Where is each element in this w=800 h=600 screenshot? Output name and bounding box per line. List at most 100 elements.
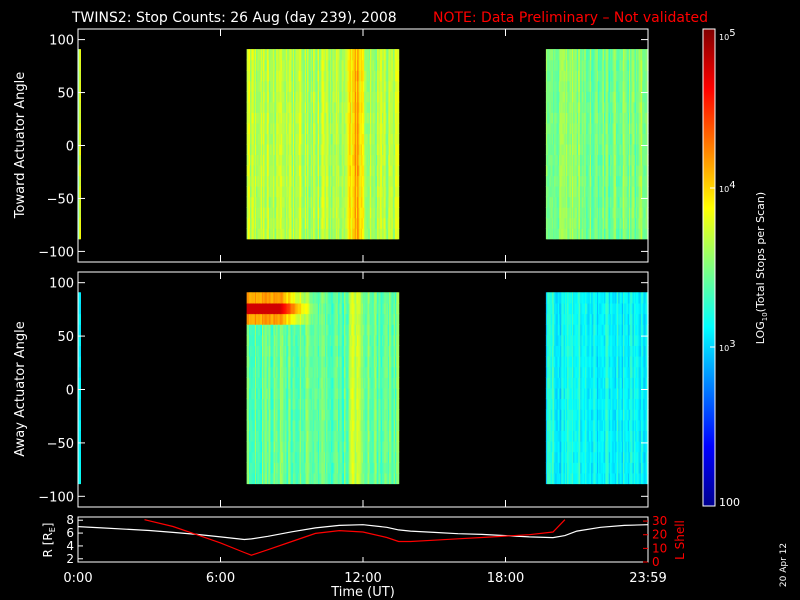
heatmap-cell — [346, 228, 349, 240]
heatmap-cell — [642, 154, 644, 166]
heatmap-cell — [347, 59, 350, 71]
heatmap-cell — [613, 91, 616, 103]
heatmap-cell — [314, 387, 317, 400]
heatmap-cell — [545, 133, 548, 145]
heatmap-cell — [390, 101, 393, 113]
heatmap-cell — [338, 70, 340, 82]
heatmap-cell — [376, 59, 378, 71]
heatmap-cell — [314, 356, 317, 368]
heatmap-cell — [589, 154, 592, 166]
heatmap-cell — [253, 101, 256, 113]
heatmap-cell — [306, 217, 308, 229]
heatmap-cell — [269, 334, 271, 347]
heatmap-cell — [344, 101, 346, 113]
heatmap-cell — [268, 143, 270, 156]
heatmap-cell — [371, 101, 374, 113]
heatmap-cell — [250, 451, 252, 463]
heatmap-cell — [294, 472, 296, 485]
heatmap-cell — [264, 101, 267, 113]
heatmap-cell — [354, 175, 357, 187]
heatmap-cell — [316, 101, 319, 113]
heatmap-cell — [282, 313, 285, 325]
heatmap-cell — [395, 122, 397, 134]
heatmap-cell — [307, 302, 309, 315]
heatmap-cell — [268, 324, 270, 336]
heatmap-cell — [347, 91, 350, 103]
heatmap-cell — [291, 419, 294, 431]
heatmap-cell — [250, 345, 252, 357]
heatmap-cell — [303, 122, 306, 134]
heatmap-cell — [283, 143, 286, 156]
heatmap-cell — [313, 164, 315, 177]
heatmap-cell — [290, 387, 293, 400]
heatmap-cell — [252, 186, 255, 198]
heatmap-cell — [574, 207, 577, 219]
heatmap-cell — [618, 80, 621, 92]
heatmap-cell — [322, 49, 325, 61]
heatmap-cell — [273, 292, 276, 304]
heatmap-cell — [599, 207, 602, 219]
heatmap-cell — [329, 217, 332, 229]
heatmap-cell — [382, 217, 384, 229]
heatmap-cell — [292, 409, 295, 421]
heatmap-cell — [327, 175, 330, 187]
heatmap-cell — [275, 345, 277, 357]
heatmap-cell — [551, 143, 554, 156]
heatmap-cell — [246, 430, 249, 442]
heatmap-cell — [270, 154, 273, 166]
heatmap-cell — [614, 59, 617, 71]
heatmap-cell — [608, 59, 611, 71]
heatmap-cell — [270, 462, 273, 474]
heatmap-cell — [344, 122, 346, 134]
heatmap-cell — [278, 302, 281, 315]
heatmap-cell — [627, 91, 630, 103]
heatmap-cell — [557, 207, 560, 219]
heatmap-cell — [336, 217, 339, 229]
heatmap-cell — [301, 409, 304, 421]
heatmap-cell — [545, 70, 548, 82]
heatmap-cell — [365, 186, 368, 198]
heatmap-cell — [317, 207, 320, 219]
heatmap-cell — [580, 207, 583, 219]
heatmap-cell — [247, 451, 250, 463]
heatmap-cell — [576, 154, 579, 166]
heatmap-cell — [256, 419, 258, 431]
heatmap-cell — [547, 217, 549, 229]
heatmap-cell — [330, 217, 333, 229]
heatmap-cell — [250, 398, 252, 410]
heatmap-cell — [602, 186, 605, 198]
heatmap-cell — [545, 175, 548, 187]
heatmap-cell — [643, 122, 646, 134]
heatmap-cell — [576, 49, 579, 61]
heatmap-cell — [307, 387, 309, 400]
heatmap-cell — [360, 133, 363, 145]
heatmap-cell — [251, 217, 254, 229]
heatmap-cell — [342, 217, 345, 229]
heatmap-cell — [310, 387, 313, 400]
heatmap-cell — [260, 292, 263, 304]
heatmap-cell — [277, 356, 280, 368]
heatmap-cell — [275, 356, 277, 368]
heatmap-cell — [259, 122, 262, 134]
heatmap-cell — [277, 430, 280, 442]
heatmap-cell — [294, 133, 296, 145]
heatmap-cell — [295, 472, 298, 485]
heatmap-cell — [272, 164, 275, 177]
heatmap-cell — [279, 133, 282, 145]
heatmap-cell — [367, 70, 370, 82]
heatmap-cell — [257, 387, 260, 400]
heatmap-cell — [397, 186, 400, 198]
heatmap-cell — [550, 154, 553, 166]
heatmap-cell — [595, 70, 598, 82]
heatmap-cell — [311, 472, 314, 485]
heatmap-cell — [625, 186, 628, 198]
heatmap-cell — [364, 49, 366, 61]
heatmap-cell — [629, 101, 631, 113]
heatmap-cell — [313, 302, 315, 315]
heatmap-cell — [626, 196, 629, 208]
heatmap-cell — [263, 377, 266, 389]
heatmap-cell — [554, 228, 556, 240]
heatmap-cell — [300, 451, 302, 463]
heatmap-cell — [636, 59, 638, 71]
heatmap-cell — [642, 59, 644, 71]
